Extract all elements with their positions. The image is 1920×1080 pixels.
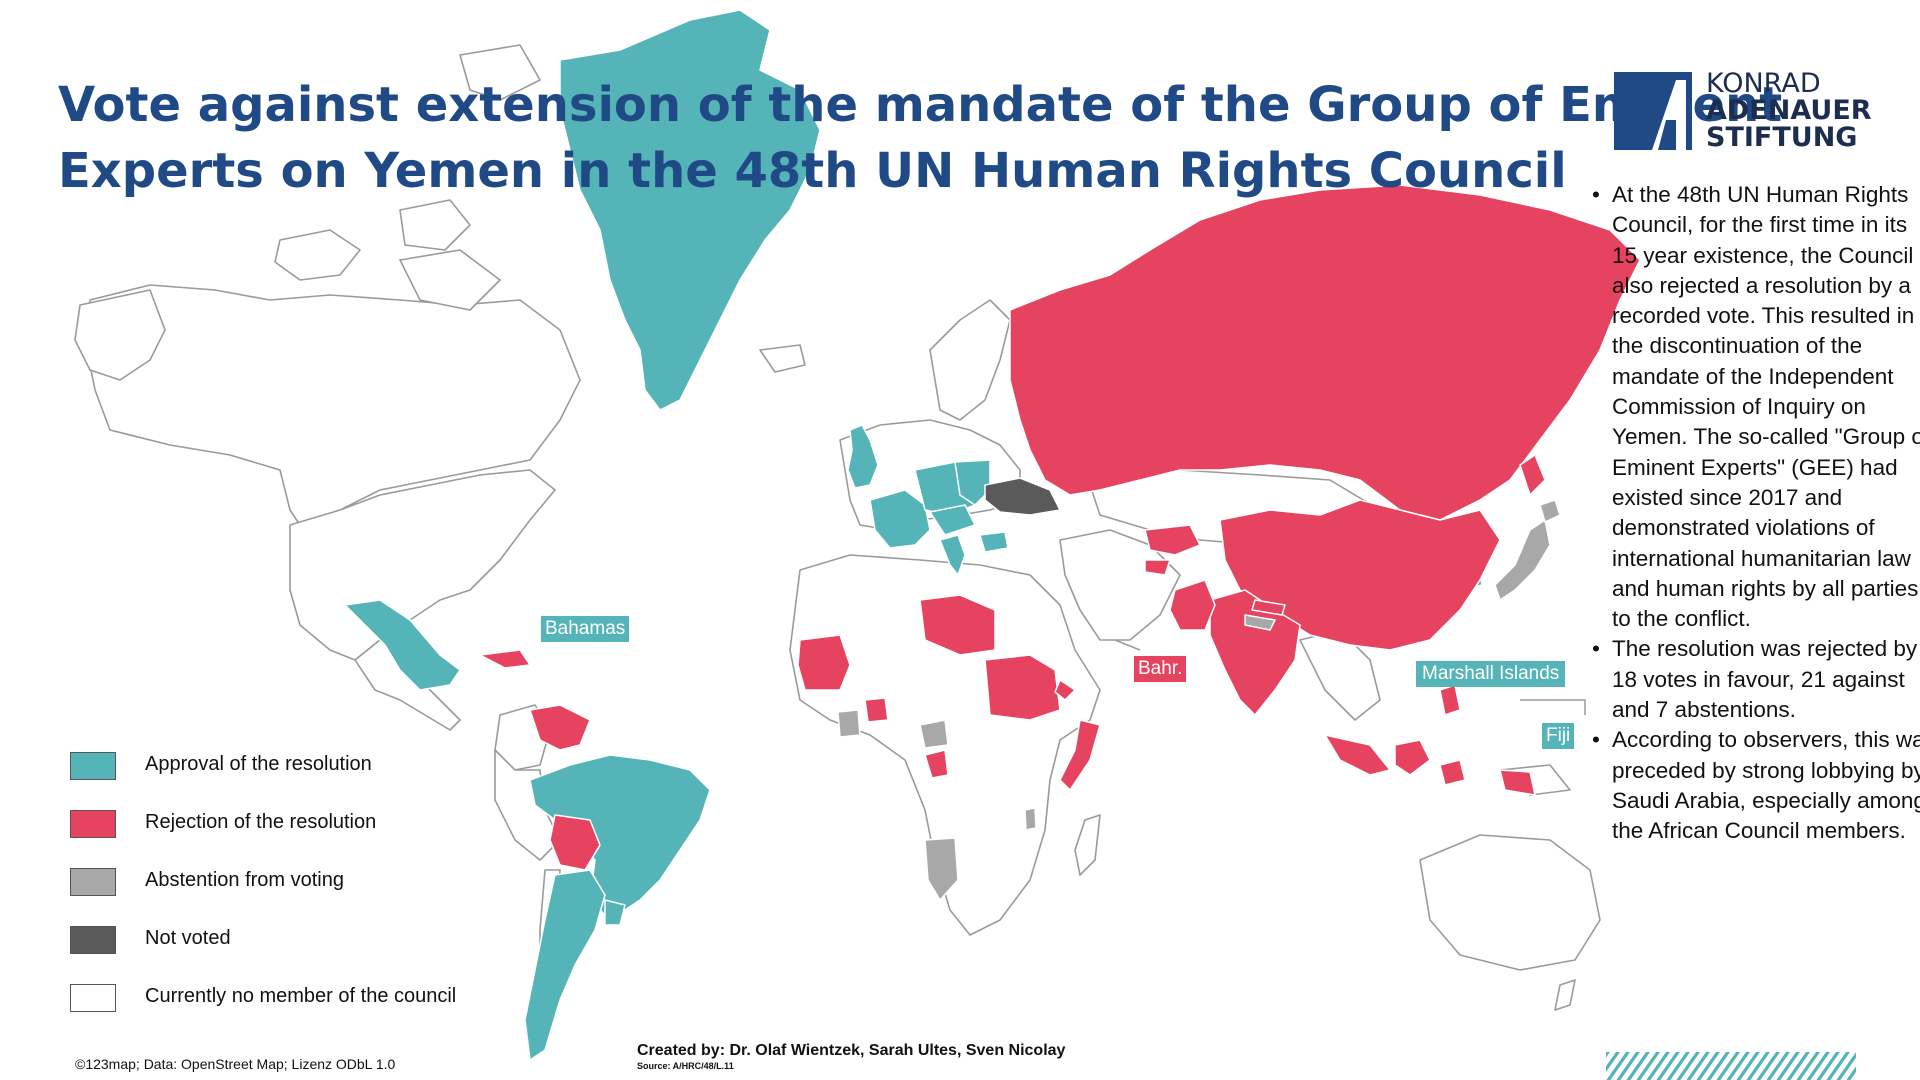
bullet-2: The resolution was rejected by 18 votes … (1592, 634, 1920, 725)
island-baffin (399, 249, 501, 311)
logo-line-3: STIFTUNG (1706, 122, 1858, 153)
country-indonesia-3 (1439, 759, 1466, 786)
country-australia (1419, 834, 1601, 971)
country-japan-north (1539, 499, 1561, 523)
map-credits: ©123map; Data: OpenStreet Map; Lizenz OD… (75, 1056, 396, 1072)
country-bulgaria-area (979, 531, 1009, 553)
country-new-zealand (1554, 979, 1576, 1011)
logo-line-2: ADENAUER (1706, 95, 1872, 126)
country-japan (1494, 519, 1551, 601)
country-ukraine (984, 477, 1061, 516)
country-togo (837, 709, 861, 738)
country-cote-divoire (864, 697, 889, 723)
legend-swatch-rejection (70, 810, 116, 838)
kas-logo: KONRAD ADENAUER STIFTUNG (1614, 70, 1894, 155)
bullet-3: According to observers, this was precede… (1592, 725, 1920, 846)
country-mexico (344, 599, 461, 691)
source-note: Source: A/HRC/48/L.11 (637, 1061, 734, 1071)
country-greenland (559, 9, 821, 411)
country-argentina (524, 869, 606, 1061)
legend-swatch-no-member (70, 984, 116, 1012)
country-uruguay (604, 899, 626, 926)
country-eastern-russia-island (1519, 454, 1546, 496)
legend-label-no-member: Currently no member of the council (145, 985, 457, 1007)
bullet-1: At the 48th UN Human Rights Council, for… (1592, 180, 1920, 634)
country-madagascar (1074, 814, 1101, 876)
legend-swatch-not-voted (70, 926, 116, 954)
island-arctic-2 (399, 199, 471, 251)
country-cameroon (924, 749, 949, 779)
legend-label-approval: Approval of the resolution (145, 753, 372, 775)
country-nepal (1251, 599, 1286, 616)
country-uk (847, 424, 879, 489)
title-line-1: Vote against extension of the mandate of… (58, 77, 1783, 133)
island-arctic-1 (274, 229, 361, 281)
middle-east (1059, 529, 1181, 641)
fiji-leader-line (1520, 699, 1586, 715)
country-uzbek-2 (1144, 559, 1171, 576)
legend-swatch-abstention (70, 868, 116, 896)
country-nepal-grey (1244, 614, 1276, 631)
label-bahamas: Bahamas (541, 616, 630, 642)
country-mauritania (797, 634, 851, 691)
country-austria-area (929, 504, 976, 536)
country-poland-area (954, 459, 991, 506)
country-pakistan (1169, 579, 1216, 631)
country-malawi (1024, 807, 1037, 831)
country-cuba (479, 649, 531, 669)
kas-logo-mark (1614, 72, 1692, 150)
legend-swatch-approval (70, 752, 116, 780)
decorative-hatch (1606, 1052, 1856, 1080)
country-somalia (1059, 719, 1101, 791)
legend-label-abstention: Abstention from voting (145, 869, 344, 891)
bahrain-leader-line (1114, 639, 1141, 651)
country-sudan (984, 654, 1061, 721)
label-bahrain: Bahr. (1134, 656, 1187, 682)
label-fiji: Fiji (1542, 723, 1575, 749)
legend-label-rejection: Rejection of the resolution (145, 811, 377, 833)
country-venezuela (529, 704, 591, 751)
country-france (869, 489, 931, 549)
country-indonesia-4 (1499, 769, 1536, 796)
country-alaska (74, 289, 166, 381)
kas-logo-text: KONRAD ADENAUER STIFTUNG (1706, 70, 1872, 151)
country-canada (84, 284, 581, 526)
country-indonesia-1 (1324, 734, 1391, 776)
country-philippines (1439, 684, 1461, 716)
country-namibia (924, 837, 959, 901)
created-by: Created by: Dr. Olaf Wientzek, Sarah Ult… (637, 1042, 1066, 1059)
country-gabon (919, 719, 949, 749)
label-marshall-islands: Marshall Islands (1416, 661, 1566, 687)
island-arctic-3 (459, 44, 541, 101)
country-bolivia (549, 814, 601, 871)
country-scandinavia (929, 299, 1011, 421)
country-libya (919, 594, 996, 656)
map-title: Vote against extension of the mandate of… (58, 72, 1783, 204)
country-italy-area (939, 534, 966, 576)
info-bullets: At the 48th UN Human Rights Council, for… (1592, 180, 1920, 847)
country-uzbekistan (1144, 524, 1201, 556)
logo-line-1: KONRAD (1706, 68, 1821, 99)
country-indonesia-2 (1394, 739, 1431, 776)
island-iceland (759, 344, 806, 373)
country-russia (1009, 184, 1641, 521)
legend-label-not-voted: Not voted (145, 927, 231, 949)
country-eritrea (1054, 679, 1076, 701)
title-line-2: Experts on Yemen in the 48th UN Human Ri… (58, 143, 1567, 199)
